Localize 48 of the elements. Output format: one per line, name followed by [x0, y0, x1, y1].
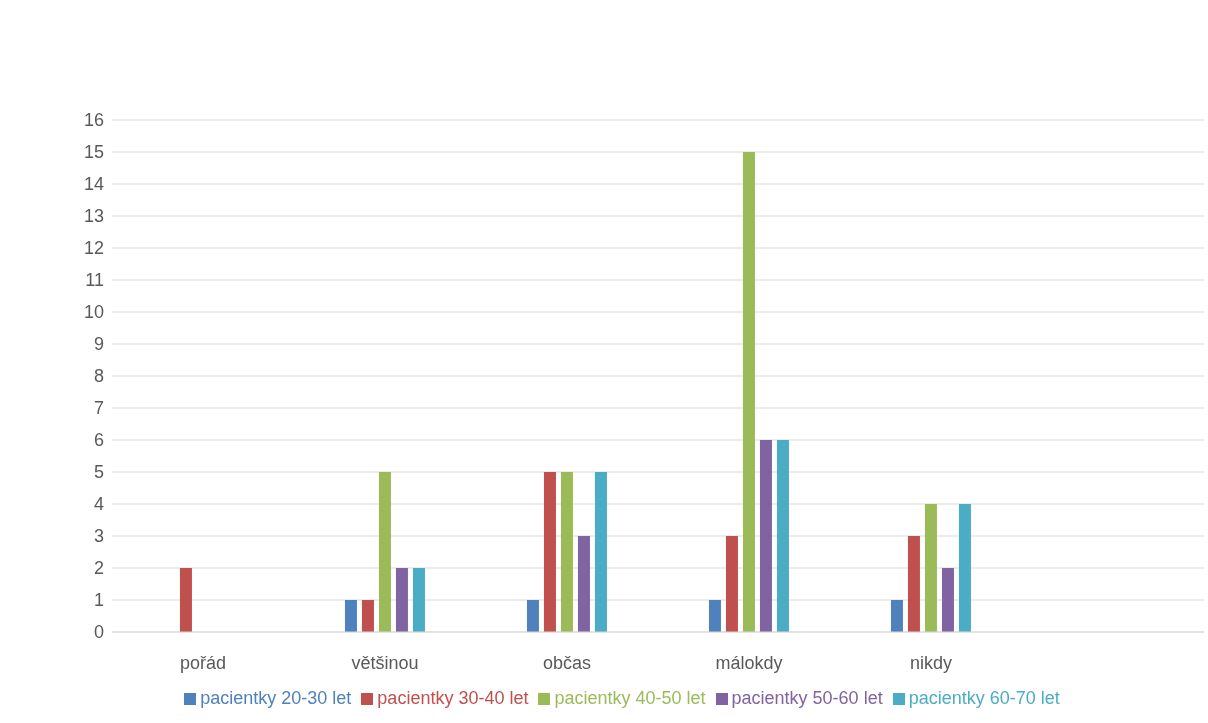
y-tick-label: 5: [93, 462, 104, 483]
bar: [924, 504, 937, 632]
y-tick-label: 9: [93, 334, 104, 355]
bar: [577, 536, 590, 632]
bar: [890, 600, 903, 632]
bar: [958, 504, 971, 632]
bar: [725, 536, 738, 632]
y-tick-label: 10: [83, 302, 104, 323]
legend-label: pacientky 20-30 let: [200, 688, 352, 708]
bar: [526, 600, 539, 632]
x-tick-label: většinou: [351, 652, 419, 673]
y-tick-label: 6: [93, 430, 104, 451]
legend-label: pacientky 60-70 let: [908, 688, 1060, 708]
y-tick-label: 2: [93, 558, 104, 579]
bar: [742, 152, 755, 632]
y-tick-label: 0: [93, 622, 104, 643]
bar: [179, 568, 192, 632]
bar: [594, 472, 607, 632]
bar: [344, 600, 357, 632]
x-tick-label: nikdy: [909, 652, 953, 673]
bar: [560, 472, 573, 632]
y-tick-label: 1: [93, 590, 104, 611]
x-tick-label: pořád: [179, 652, 227, 673]
bar: [907, 536, 920, 632]
y-tick-label: 8: [93, 366, 104, 387]
y-tick-label: 12: [83, 238, 104, 259]
y-tick-label: 11: [85, 270, 104, 291]
bar: [708, 600, 721, 632]
y-tick-label: 15: [83, 142, 104, 163]
legend-label: pacientky 30-40 let: [377, 688, 529, 708]
y-tick-label: 16: [83, 110, 104, 131]
bar: [543, 472, 556, 632]
y-tick-label: 3: [93, 526, 104, 547]
bar: [759, 440, 772, 632]
y-tick-label: 4: [93, 494, 104, 515]
x-tick-label: málokdy: [715, 652, 783, 673]
bar: [412, 568, 425, 632]
bar: [776, 440, 789, 632]
bar: [395, 568, 408, 632]
bar: [378, 472, 391, 632]
y-tick-label: 7: [93, 398, 104, 419]
legend-label: pacientky 40-50 let: [554, 688, 706, 708]
x-tick-label: občas: [542, 652, 592, 673]
bar: [361, 600, 374, 632]
y-tick-label: 13: [83, 206, 104, 227]
legend-label: pacientky 50-60 let: [731, 688, 883, 708]
y-tick-label: 14: [83, 174, 104, 195]
bar: [941, 568, 954, 632]
